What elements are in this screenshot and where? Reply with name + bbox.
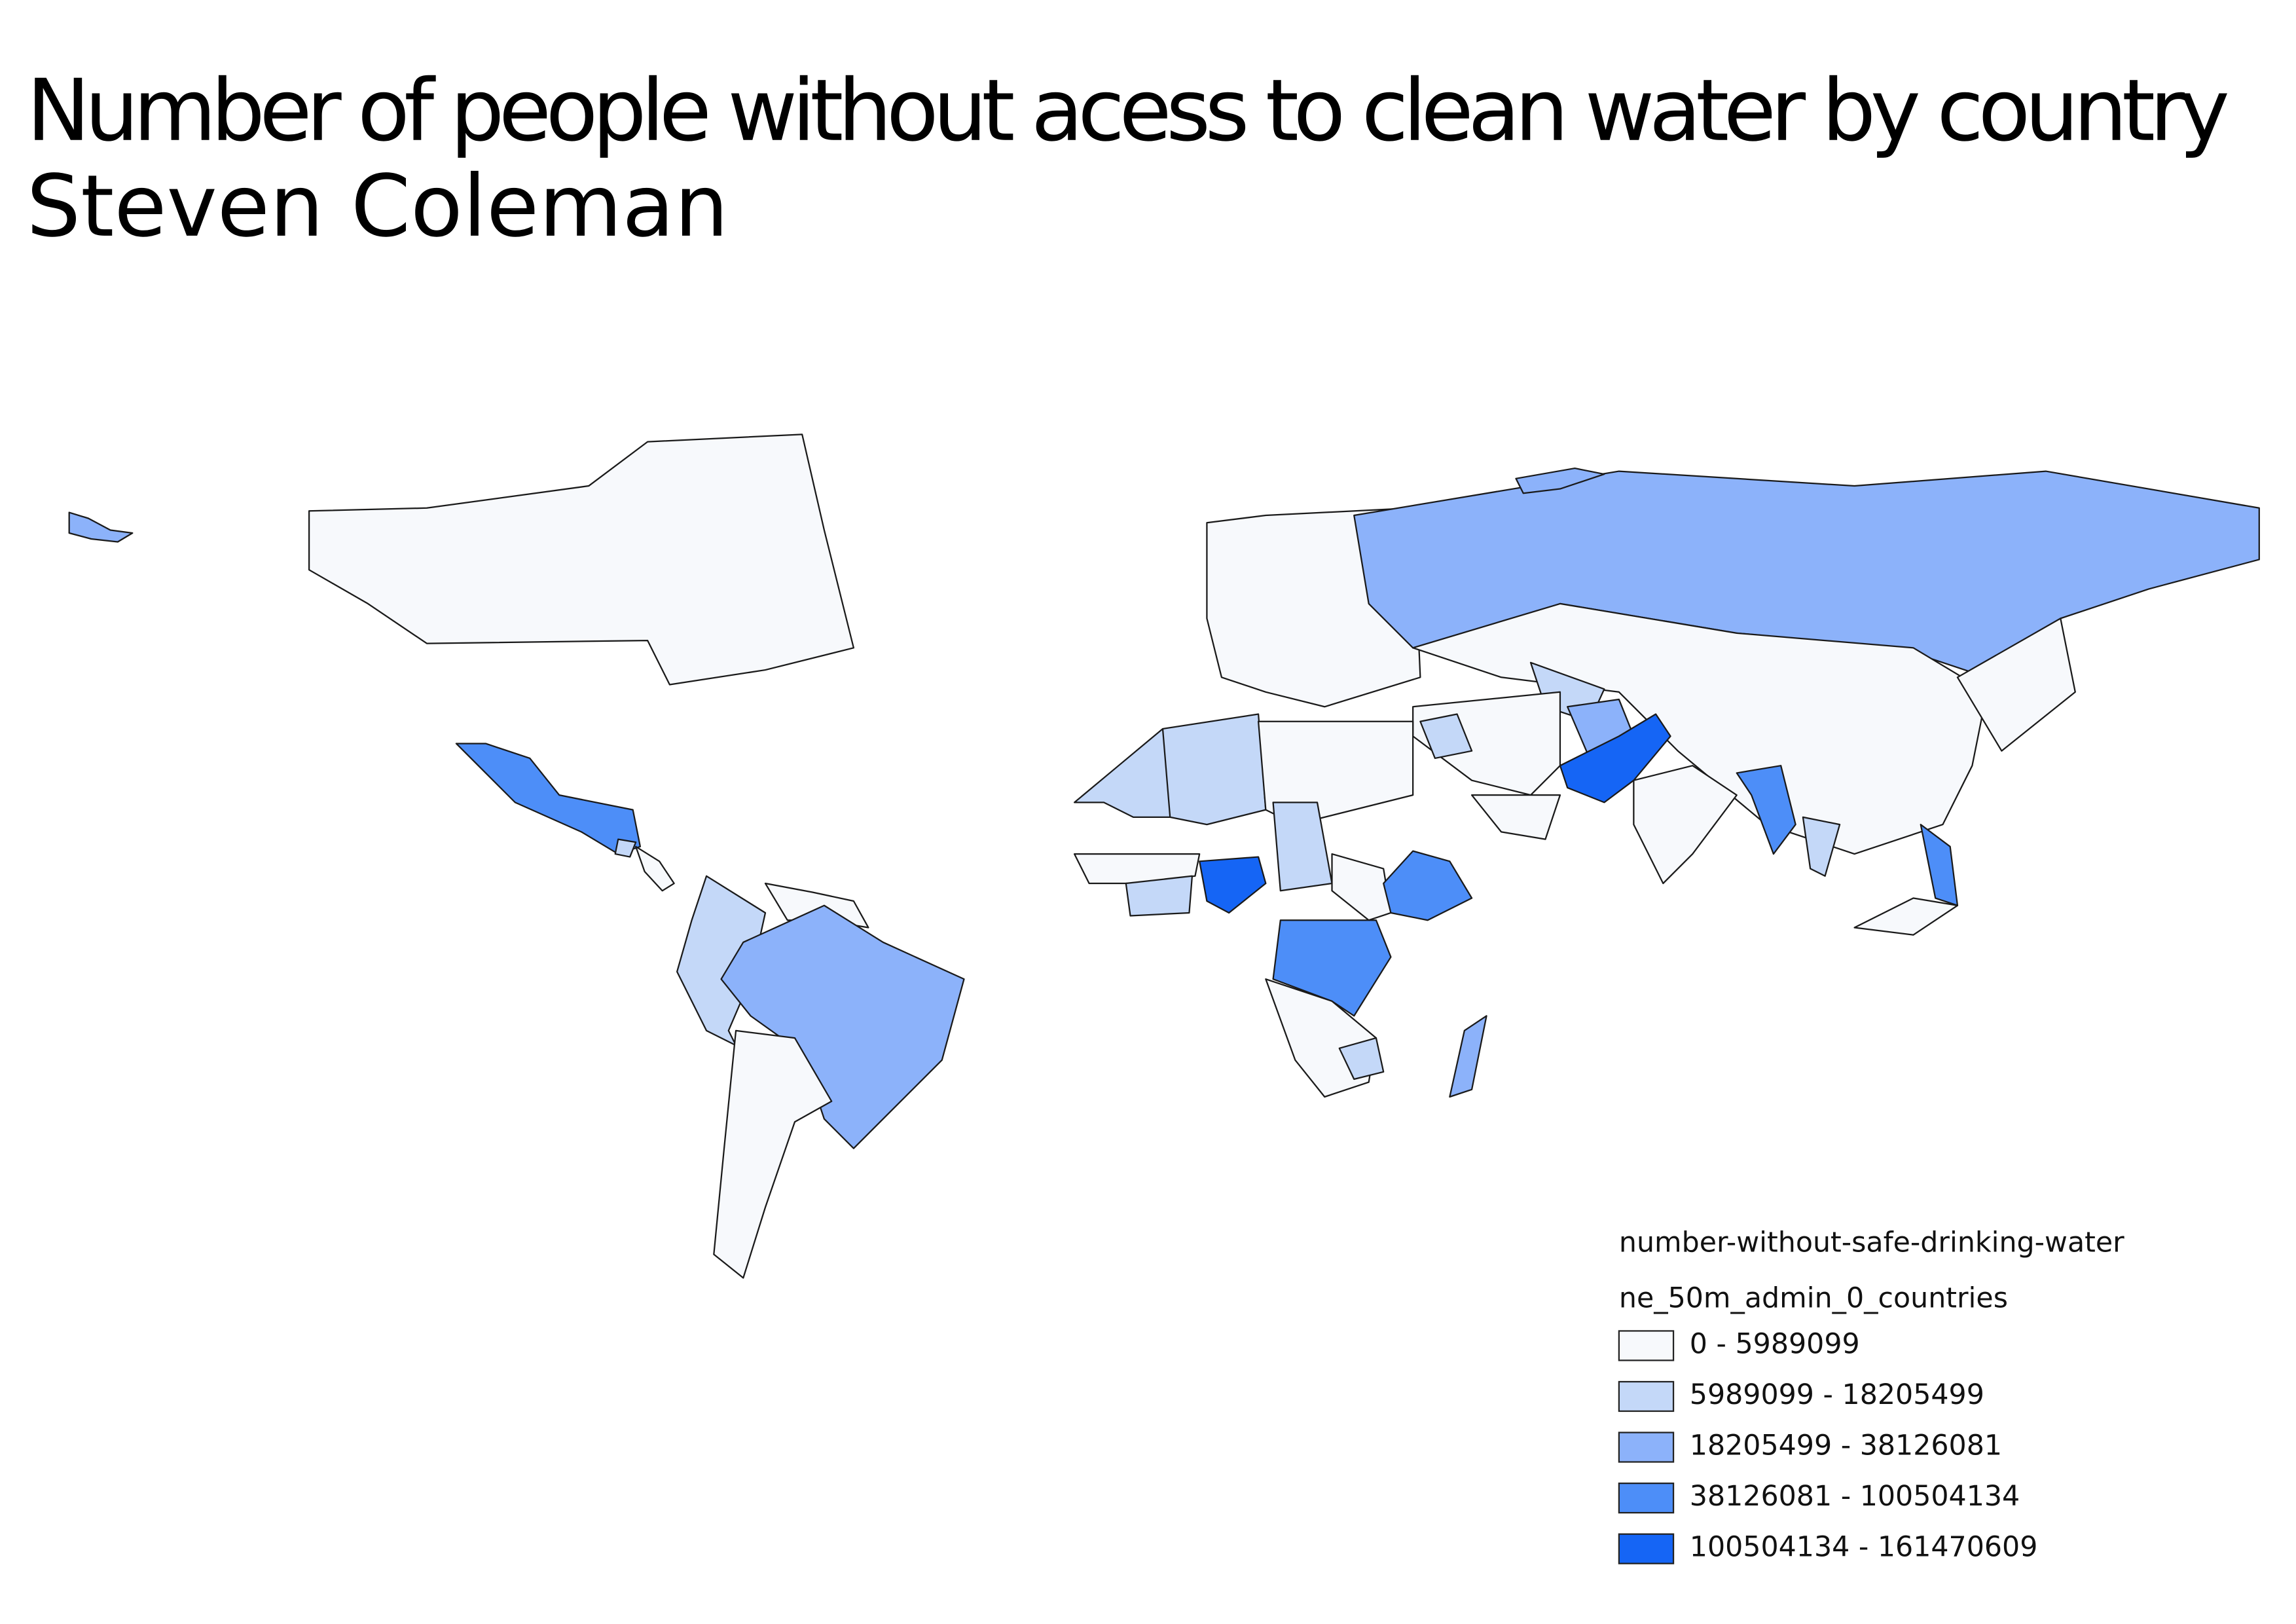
legend-label: 5989099 - 18205499	[1690, 1378, 1984, 1411]
country	[1736, 765, 1796, 855]
legend-swatch	[1618, 1431, 1675, 1463]
legend-swatch	[1618, 1482, 1675, 1514]
country	[1383, 850, 1473, 921]
country	[1338, 1037, 1385, 1080]
country	[720, 904, 965, 1149]
legend-label: 100504134 - 161470609	[1690, 1531, 2038, 1564]
country	[455, 743, 642, 855]
country	[635, 845, 675, 892]
country	[1633, 765, 1738, 885]
legend-label: 38126081 - 100504134	[1690, 1480, 2020, 1513]
country	[1125, 875, 1194, 917]
country	[1331, 853, 1392, 921]
country	[1199, 856, 1267, 914]
title: Number of people without acess to clean …	[26, 61, 2229, 160]
country	[1073, 728, 1178, 818]
legend: number-without-safe-drinking-water ne_50…	[1618, 1226, 2124, 1564]
country	[1515, 467, 1605, 494]
country	[1956, 618, 2076, 752]
legend-label: 0 - 5989099	[1690, 1327, 1860, 1360]
country	[1470, 794, 1561, 840]
country	[308, 434, 855, 686]
legend-title: number-without-safe-drinking-water	[1619, 1226, 2124, 1259]
country	[1920, 823, 1959, 906]
country	[1559, 713, 1671, 803]
country	[1853, 897, 1959, 936]
country	[1419, 713, 1473, 760]
country	[614, 838, 637, 858]
country	[713, 1029, 833, 1279]
country	[68, 511, 134, 543]
country	[1272, 919, 1392, 1017]
legend-swatch	[1618, 1380, 1675, 1412]
country	[1449, 1015, 1487, 1098]
legend-layer: ne_50m_admin_0_countries	[1619, 1282, 2008, 1315]
country	[1412, 602, 1988, 855]
legend-swatch	[1618, 1330, 1675, 1361]
country	[1802, 816, 1841, 877]
author: Steven Coleman	[26, 157, 728, 256]
legend-label: 18205499 - 38126081	[1690, 1430, 2002, 1462]
country	[1161, 713, 1267, 826]
legend-swatch	[1618, 1533, 1675, 1564]
country	[1257, 720, 1414, 826]
world-map	[68, 434, 2260, 1279]
